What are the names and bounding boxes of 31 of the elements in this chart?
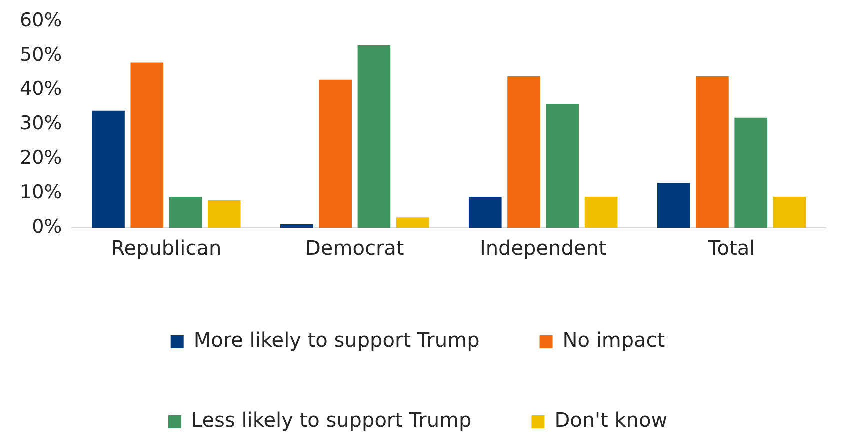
y-tick-label: 40%: [20, 78, 62, 100]
bar: [696, 76, 729, 228]
y-tick-label: 30%: [20, 112, 62, 135]
x-tick-label: Total: [707, 236, 756, 260]
legend-label: No impact: [562, 328, 666, 352]
legend-label: Less likely to support Trump: [191, 408, 472, 432]
x-tick-label: Republican: [111, 236, 222, 260]
bar: [92, 110, 125, 228]
bar: [657, 183, 690, 228]
bar: [584, 197, 618, 228]
bar: [734, 118, 768, 228]
y-tick-label: 50%: [20, 44, 62, 66]
bar: [280, 224, 314, 228]
bar: [358, 46, 391, 228]
y-tick-label: 20%: [20, 147, 62, 170]
bar: [468, 197, 502, 228]
bar: [319, 80, 352, 228]
legend-label: More likely to support Trump: [194, 328, 480, 352]
bar: [508, 76, 540, 228]
y-tick-label: 0%: [32, 216, 62, 238]
bar: [773, 197, 806, 228]
bar: [169, 197, 202, 228]
legend-label: Don't know: [554, 408, 668, 432]
x-tick-label: Democrat: [306, 236, 404, 260]
y-tick-label: 60%: [20, 9, 62, 32]
y-tick-label: 10%: [20, 182, 62, 204]
bar: [396, 218, 430, 228]
bar: [130, 62, 164, 228]
x-tick-label: Independent: [480, 236, 607, 260]
bar: [208, 200, 241, 228]
bar: [546, 104, 580, 228]
